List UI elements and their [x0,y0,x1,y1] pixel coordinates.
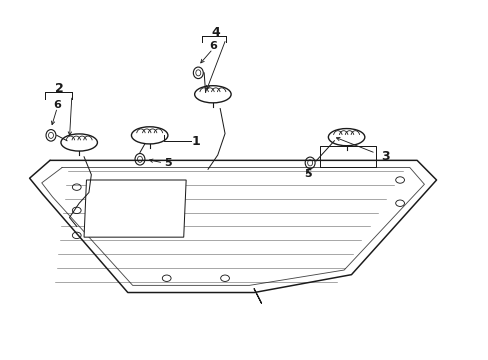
Polygon shape [84,180,186,237]
Text: 5: 5 [303,169,311,179]
Text: 4: 4 [210,26,219,39]
Text: 5: 5 [164,158,172,168]
Text: 6: 6 [53,100,61,110]
Text: 2: 2 [55,82,64,95]
Text: 3: 3 [381,150,389,163]
Text: 6: 6 [208,41,216,51]
Text: 1: 1 [191,135,200,148]
